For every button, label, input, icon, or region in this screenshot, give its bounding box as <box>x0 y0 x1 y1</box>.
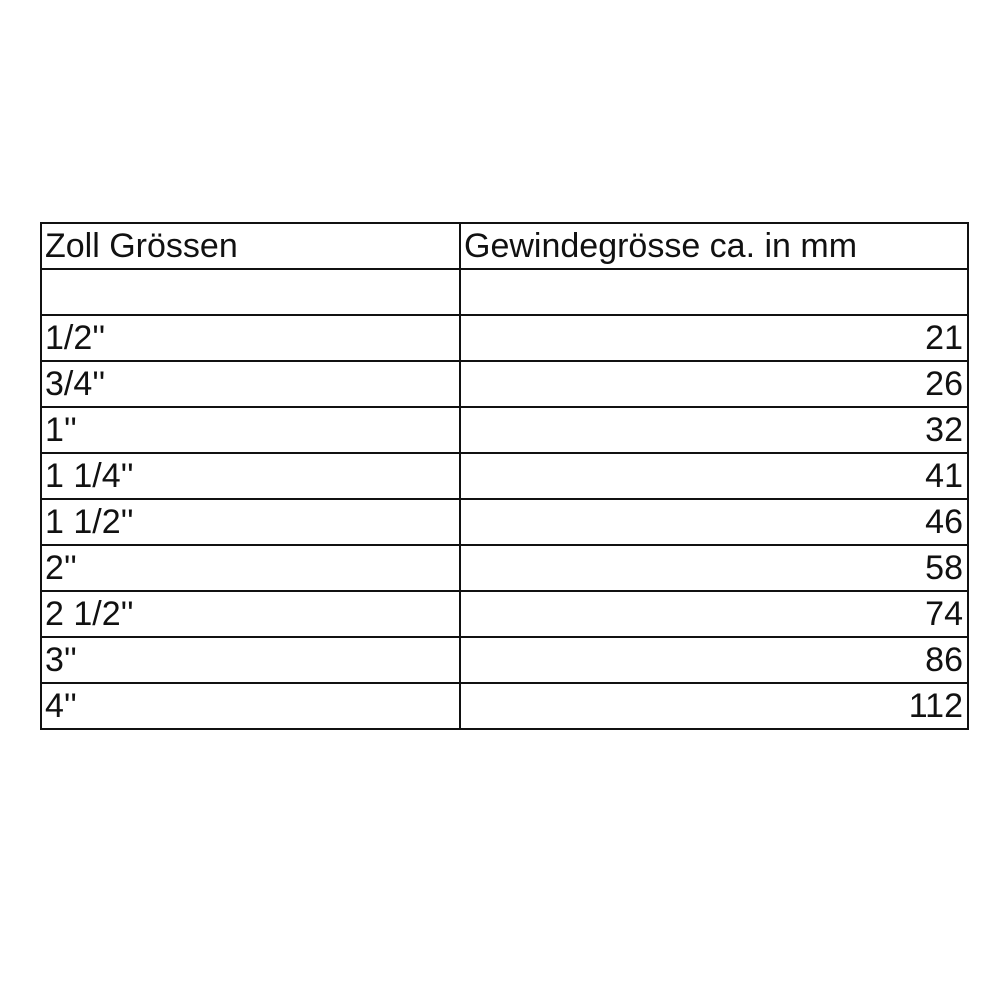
size-mm-cell: 112 <box>459 682 969 730</box>
size-table: Zoll Grössen Gewindegrösse ca. in mm 1/2… <box>40 222 969 730</box>
size-mm-cell: 58 <box>459 544 969 592</box>
size-mm-cell: 86 <box>459 636 969 684</box>
size-inch-cell: 3/4'' <box>40 360 461 408</box>
size-inch-cell: 1 1/2'' <box>40 498 461 546</box>
data-row: 1 1/2'' 46 <box>40 498 969 546</box>
size-mm-cell: 41 <box>459 452 969 500</box>
data-row: 2 1/2'' 74 <box>40 590 969 638</box>
size-mm-cell: 21 <box>459 314 969 362</box>
data-row: 1'' 32 <box>40 406 969 454</box>
size-inch-cell: 1/2'' <box>40 314 461 362</box>
data-row: 4'' 112 <box>40 682 969 730</box>
size-mm-cell: 32 <box>459 406 969 454</box>
empty-cell <box>459 268 969 316</box>
size-inch-cell: 4'' <box>40 682 461 730</box>
size-mm-cell: 74 <box>459 590 969 638</box>
header-cell: Zoll Grössen <box>40 222 461 270</box>
size-inch-cell: 1'' <box>40 406 461 454</box>
empty-cell <box>40 268 461 316</box>
size-inch-cell: 2 1/2'' <box>40 590 461 638</box>
data-row: 3/4'' 26 <box>40 360 969 408</box>
header-row: Zoll Grössen Gewindegrösse ca. in mm <box>40 222 969 270</box>
header-cell: Gewindegrösse ca. in mm <box>459 222 969 270</box>
data-row: 3'' 86 <box>40 636 969 684</box>
size-inch-cell: 1 1/4'' <box>40 452 461 500</box>
empty-row <box>40 268 969 316</box>
data-row: 1 1/4'' 41 <box>40 452 969 500</box>
size-mm-cell: 26 <box>459 360 969 408</box>
size-inch-cell: 2'' <box>40 544 461 592</box>
table-body: Zoll Grössen Gewindegrösse ca. in mm 1/2… <box>40 222 969 730</box>
size-mm-cell: 46 <box>459 498 969 546</box>
data-row: 2'' 58 <box>40 544 969 592</box>
size-inch-cell: 3'' <box>40 636 461 684</box>
data-row: 1/2'' 21 <box>40 314 969 362</box>
